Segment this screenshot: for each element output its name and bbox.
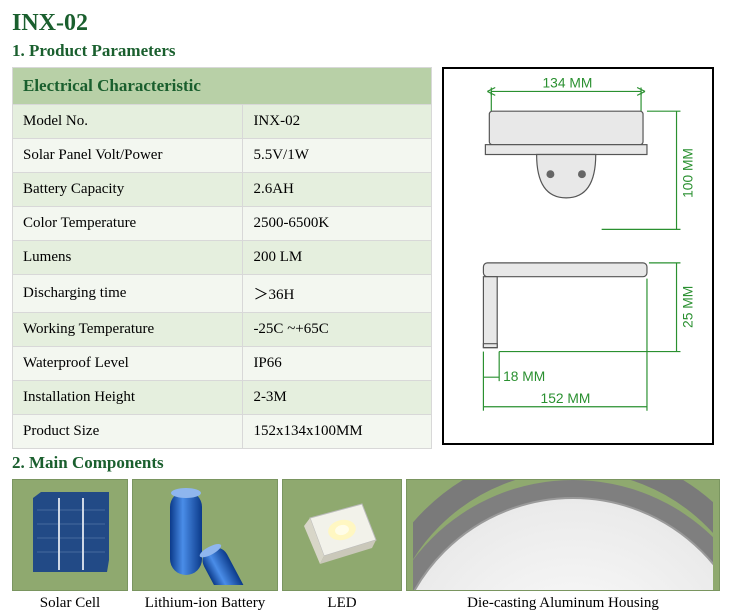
dim-right-lower: 25 MM — [680, 286, 695, 328]
components-row: Solar Cell Lithium-ion Battery — [12, 479, 718, 612]
table-row: Battery Capacity2.6AH — [13, 173, 432, 207]
led-icon — [282, 479, 402, 591]
component-label: Die-casting Aluminum Housing — [406, 595, 720, 612]
battery-icon — [132, 479, 278, 591]
component-item: Solar Cell — [12, 479, 128, 612]
component-label: Lithium-ion Battery — [132, 595, 278, 612]
table-row: Model No.INX-02 — [13, 105, 432, 139]
component-item: Lithium-ion Battery — [132, 479, 278, 612]
spec-table: Electrical Characteristic Model No.INX-0… — [12, 67, 432, 449]
dimension-diagram: 134 MM 100 MM 25 MM — [442, 67, 714, 445]
spec-table-header: Electrical Characteristic — [13, 68, 432, 105]
table-row: Solar Panel Volt/Power5.5V/1W — [13, 139, 432, 173]
component-item: LED — [282, 479, 402, 612]
top-row: Electrical Characteristic Model No.INX-0… — [12, 67, 718, 449]
table-row: Discharging time＞36H — [13, 275, 432, 313]
spec-table-body: Model No.INX-02 Solar Panel Volt/Power5.… — [13, 105, 432, 449]
dim-bottom: 152 MM — [541, 391, 591, 406]
component-item: Die-casting Aluminum Housing — [406, 479, 720, 612]
table-row: Installation Height2-3M — [13, 381, 432, 415]
solar-cell-icon — [12, 479, 128, 591]
dim-bottom-small: 18 MM — [503, 369, 545, 384]
table-row: Waterproof LevelIP66 — [13, 347, 432, 381]
component-label: LED — [282, 595, 402, 612]
table-row: Color Temperature2500-6500K — [13, 207, 432, 241]
section-params-heading: 1. Product Parameters — [12, 41, 718, 61]
housing-icon — [406, 479, 720, 591]
table-row: Product Size 152x134x100MM — [13, 415, 432, 449]
table-row: Working Temperature-25C ~+65C — [13, 313, 432, 347]
component-label: Solar Cell — [12, 595, 128, 612]
table-row: Lumens200 LM — [13, 241, 432, 275]
product-title: INX-02 — [12, 10, 718, 37]
dim-top: 134 MM — [543, 76, 593, 91]
dim-right-upper: 100 MM — [680, 148, 695, 198]
section-components-heading: 2. Main Components — [12, 453, 718, 473]
